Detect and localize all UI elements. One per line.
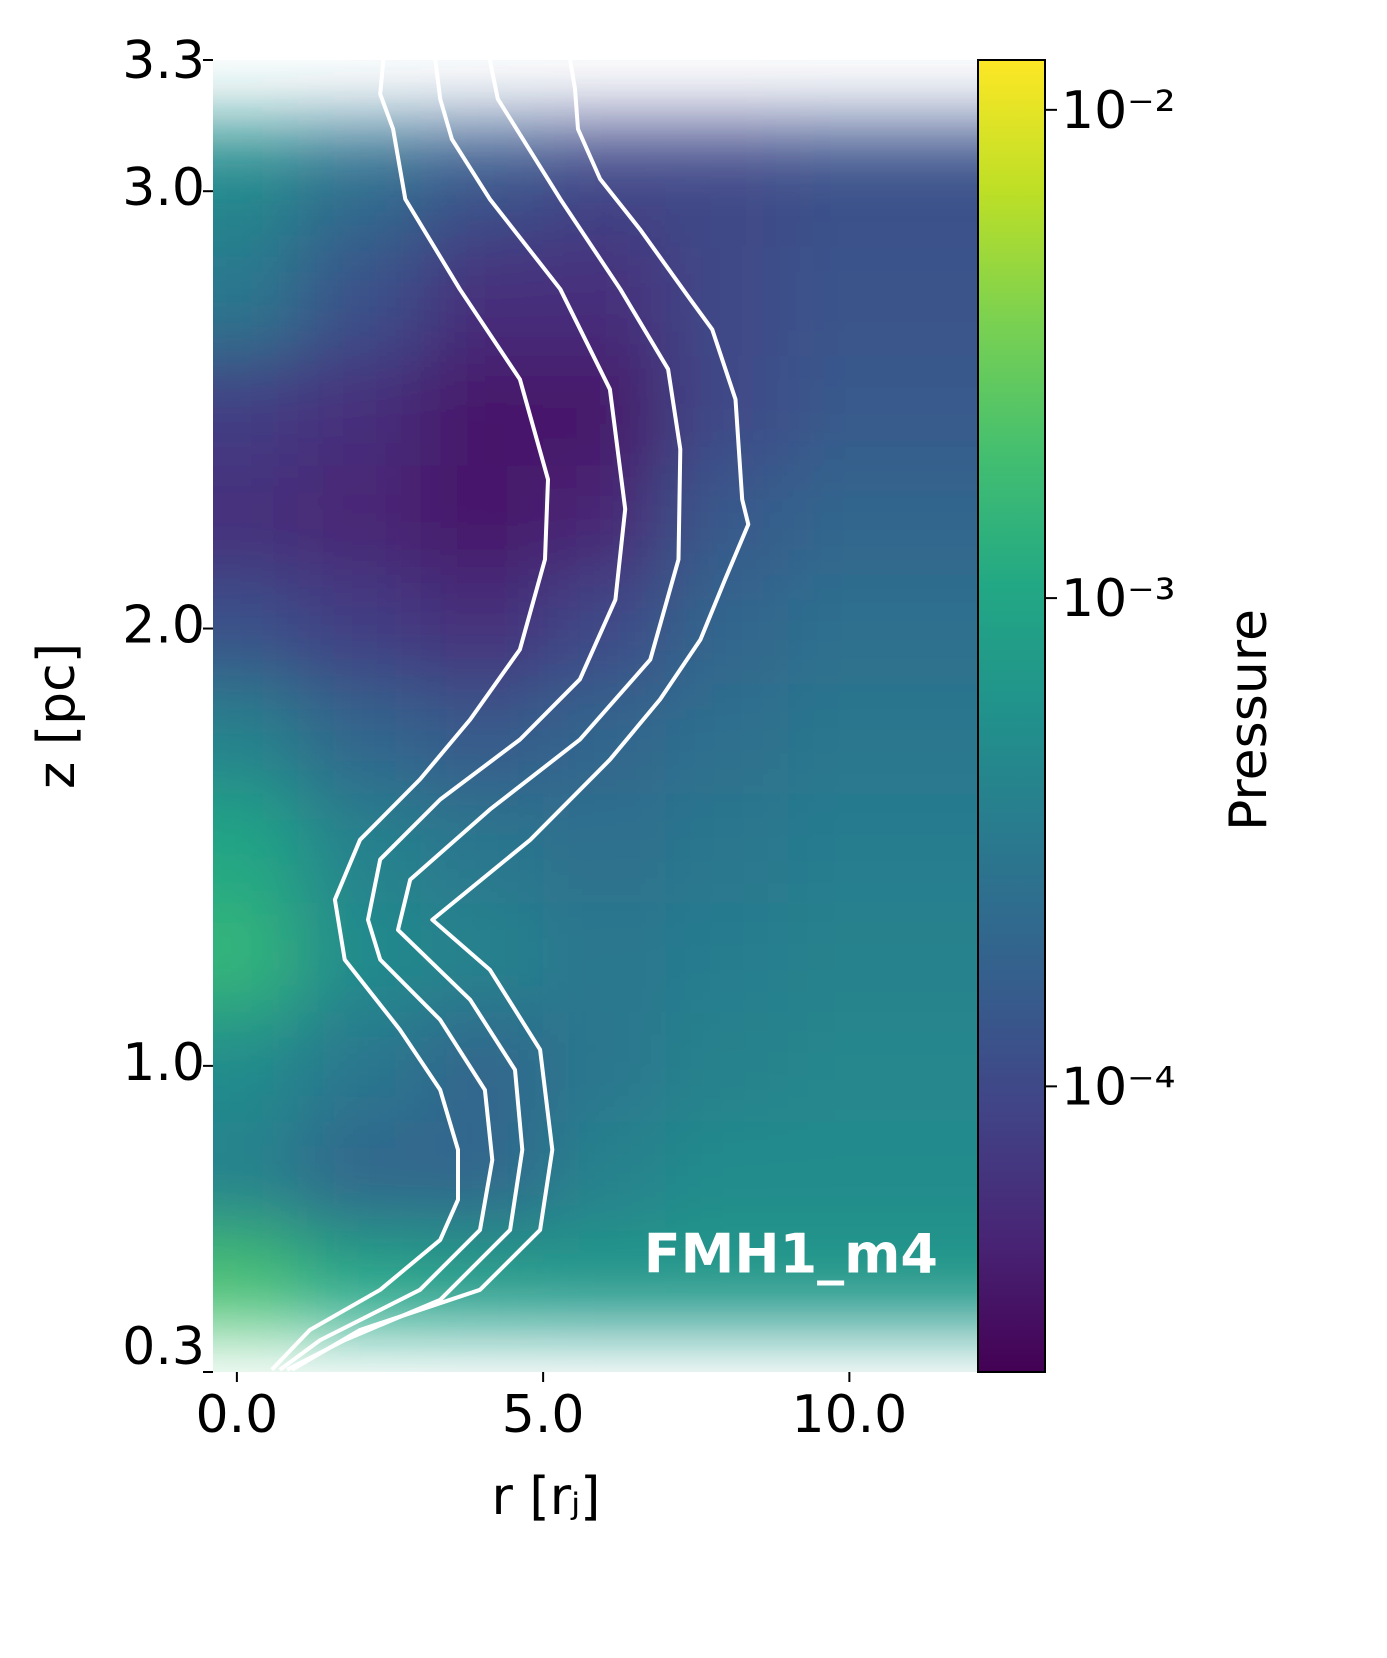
heatmap-cell bbox=[420, 792, 545, 903]
heatmap-cell bbox=[910, 1011, 978, 1122]
heatmap-cell bbox=[543, 792, 667, 903]
heatmap bbox=[213, 125, 978, 1330]
heatmap-cell bbox=[543, 1229, 667, 1330]
heatmap-cell bbox=[910, 355, 978, 466]
contour-line bbox=[286, 60, 683, 1372]
heatmap-cell bbox=[665, 1011, 790, 1122]
heatmap-cell bbox=[665, 1120, 790, 1231]
heatmap-cell bbox=[788, 245, 912, 357]
colorbar-tick-label: 10⁻³ bbox=[1061, 569, 1175, 629]
heatmap-cell bbox=[788, 464, 912, 575]
y-tick-label: 0.3 bbox=[122, 1317, 205, 1377]
heatmap-cell bbox=[788, 1229, 912, 1330]
heatmap-cell bbox=[788, 1120, 912, 1231]
heatmap-cell bbox=[298, 355, 422, 466]
heatmap-cell bbox=[910, 464, 978, 575]
annotation: FMH1_m4 bbox=[644, 1223, 938, 1286]
heatmap-cell bbox=[298, 683, 422, 794]
heatmap-cell bbox=[665, 245, 790, 357]
colorbar bbox=[977, 59, 1046, 1373]
heatmap-cell bbox=[213, 125, 300, 211]
contour-line bbox=[270, 60, 550, 1372]
heatmap-cell bbox=[543, 901, 667, 1013]
heatmap-cell bbox=[665, 573, 790, 685]
heatmap-cell bbox=[788, 792, 912, 903]
heatmap-cell bbox=[910, 1229, 978, 1330]
heatmap-cell bbox=[213, 355, 300, 466]
heatmap-cell bbox=[788, 355, 912, 466]
heatmap-cell bbox=[213, 1011, 300, 1122]
heatmap-cell bbox=[910, 245, 978, 357]
heatmap-cell bbox=[298, 901, 422, 1013]
heatmap-cell bbox=[543, 245, 667, 357]
y-tick-label: 3.3 bbox=[122, 31, 205, 91]
heatmap-cell bbox=[543, 355, 667, 466]
x-tick-label: 0.0 bbox=[196, 1385, 279, 1445]
heatmap-cells bbox=[213, 125, 978, 1330]
heatmap-cell bbox=[543, 125, 667, 211]
heatmap-cell bbox=[543, 573, 667, 685]
x-tick-label: 10.0 bbox=[791, 1385, 907, 1445]
heatmap-cell bbox=[213, 792, 300, 903]
heatmap-cell bbox=[213, 573, 300, 685]
heatmap-cell bbox=[298, 245, 422, 357]
heatmap-cell bbox=[420, 125, 545, 211]
heatmap-cell bbox=[665, 464, 790, 575]
y-tick-label: 3.0 bbox=[122, 158, 205, 218]
heatmap-cell bbox=[213, 901, 300, 1013]
contours bbox=[270, 60, 751, 1372]
heatmap-cell bbox=[910, 901, 978, 1013]
heatmap-cell bbox=[665, 901, 790, 1013]
heatmap-cell bbox=[543, 683, 667, 794]
colorbar-label: Pressure bbox=[1219, 609, 1279, 831]
y-axis-label: z [pc] bbox=[27, 643, 87, 789]
heatmap-cell bbox=[910, 683, 978, 794]
heatmap-cell bbox=[665, 125, 790, 211]
heatmap-cell bbox=[213, 464, 300, 575]
heatmap-cell bbox=[665, 1229, 790, 1330]
colorbar-tick-label: 10⁻⁴ bbox=[1061, 1057, 1175, 1117]
y-tick-label: 2.0 bbox=[122, 596, 205, 656]
heatmap-cell bbox=[788, 683, 912, 794]
heatmap-cell bbox=[213, 245, 300, 357]
heatmap-cell bbox=[298, 573, 422, 685]
heatmap-cell bbox=[213, 1120, 300, 1231]
heatmap-cell bbox=[910, 573, 978, 685]
heatmap-cell bbox=[788, 125, 912, 211]
colorbar-tick-label: 10⁻² bbox=[1061, 81, 1175, 141]
heatmap-cell bbox=[543, 1120, 667, 1231]
heatmap-cell bbox=[420, 245, 545, 357]
heatmap-cell bbox=[213, 683, 300, 794]
heatmap-cell bbox=[910, 1120, 978, 1231]
heatmap-cell bbox=[788, 1011, 912, 1122]
heatmap-cell bbox=[298, 1229, 422, 1330]
heatmap-cell bbox=[420, 901, 545, 1013]
heatmap-cell bbox=[543, 1011, 667, 1122]
heatmap-cell bbox=[910, 125, 978, 211]
x-axis-label: r [rⱼ] bbox=[492, 1467, 601, 1527]
heatmap-cell bbox=[788, 901, 912, 1013]
heatmap-cell bbox=[298, 125, 422, 211]
heatmap-cell bbox=[910, 792, 978, 903]
heatmap-cell bbox=[665, 683, 790, 794]
heatmap-cell bbox=[298, 1011, 422, 1122]
y-tick-label: 1.0 bbox=[122, 1033, 205, 1093]
x-tick-label: 5.0 bbox=[502, 1385, 585, 1445]
heatmap-cell bbox=[420, 355, 545, 466]
heatmap-cell bbox=[420, 464, 545, 575]
contour-line bbox=[290, 60, 751, 1372]
heatmap-cell bbox=[543, 464, 667, 575]
heatmap-cell bbox=[298, 464, 422, 575]
heatmap-cell bbox=[420, 1011, 545, 1122]
heatmap-cell bbox=[298, 792, 422, 903]
heatmap-cell bbox=[665, 792, 790, 903]
heatmap-cell bbox=[788, 573, 912, 685]
heatmap-cell bbox=[298, 1120, 422, 1231]
contour-line bbox=[278, 60, 628, 1372]
heatmap-cell bbox=[213, 1229, 300, 1330]
